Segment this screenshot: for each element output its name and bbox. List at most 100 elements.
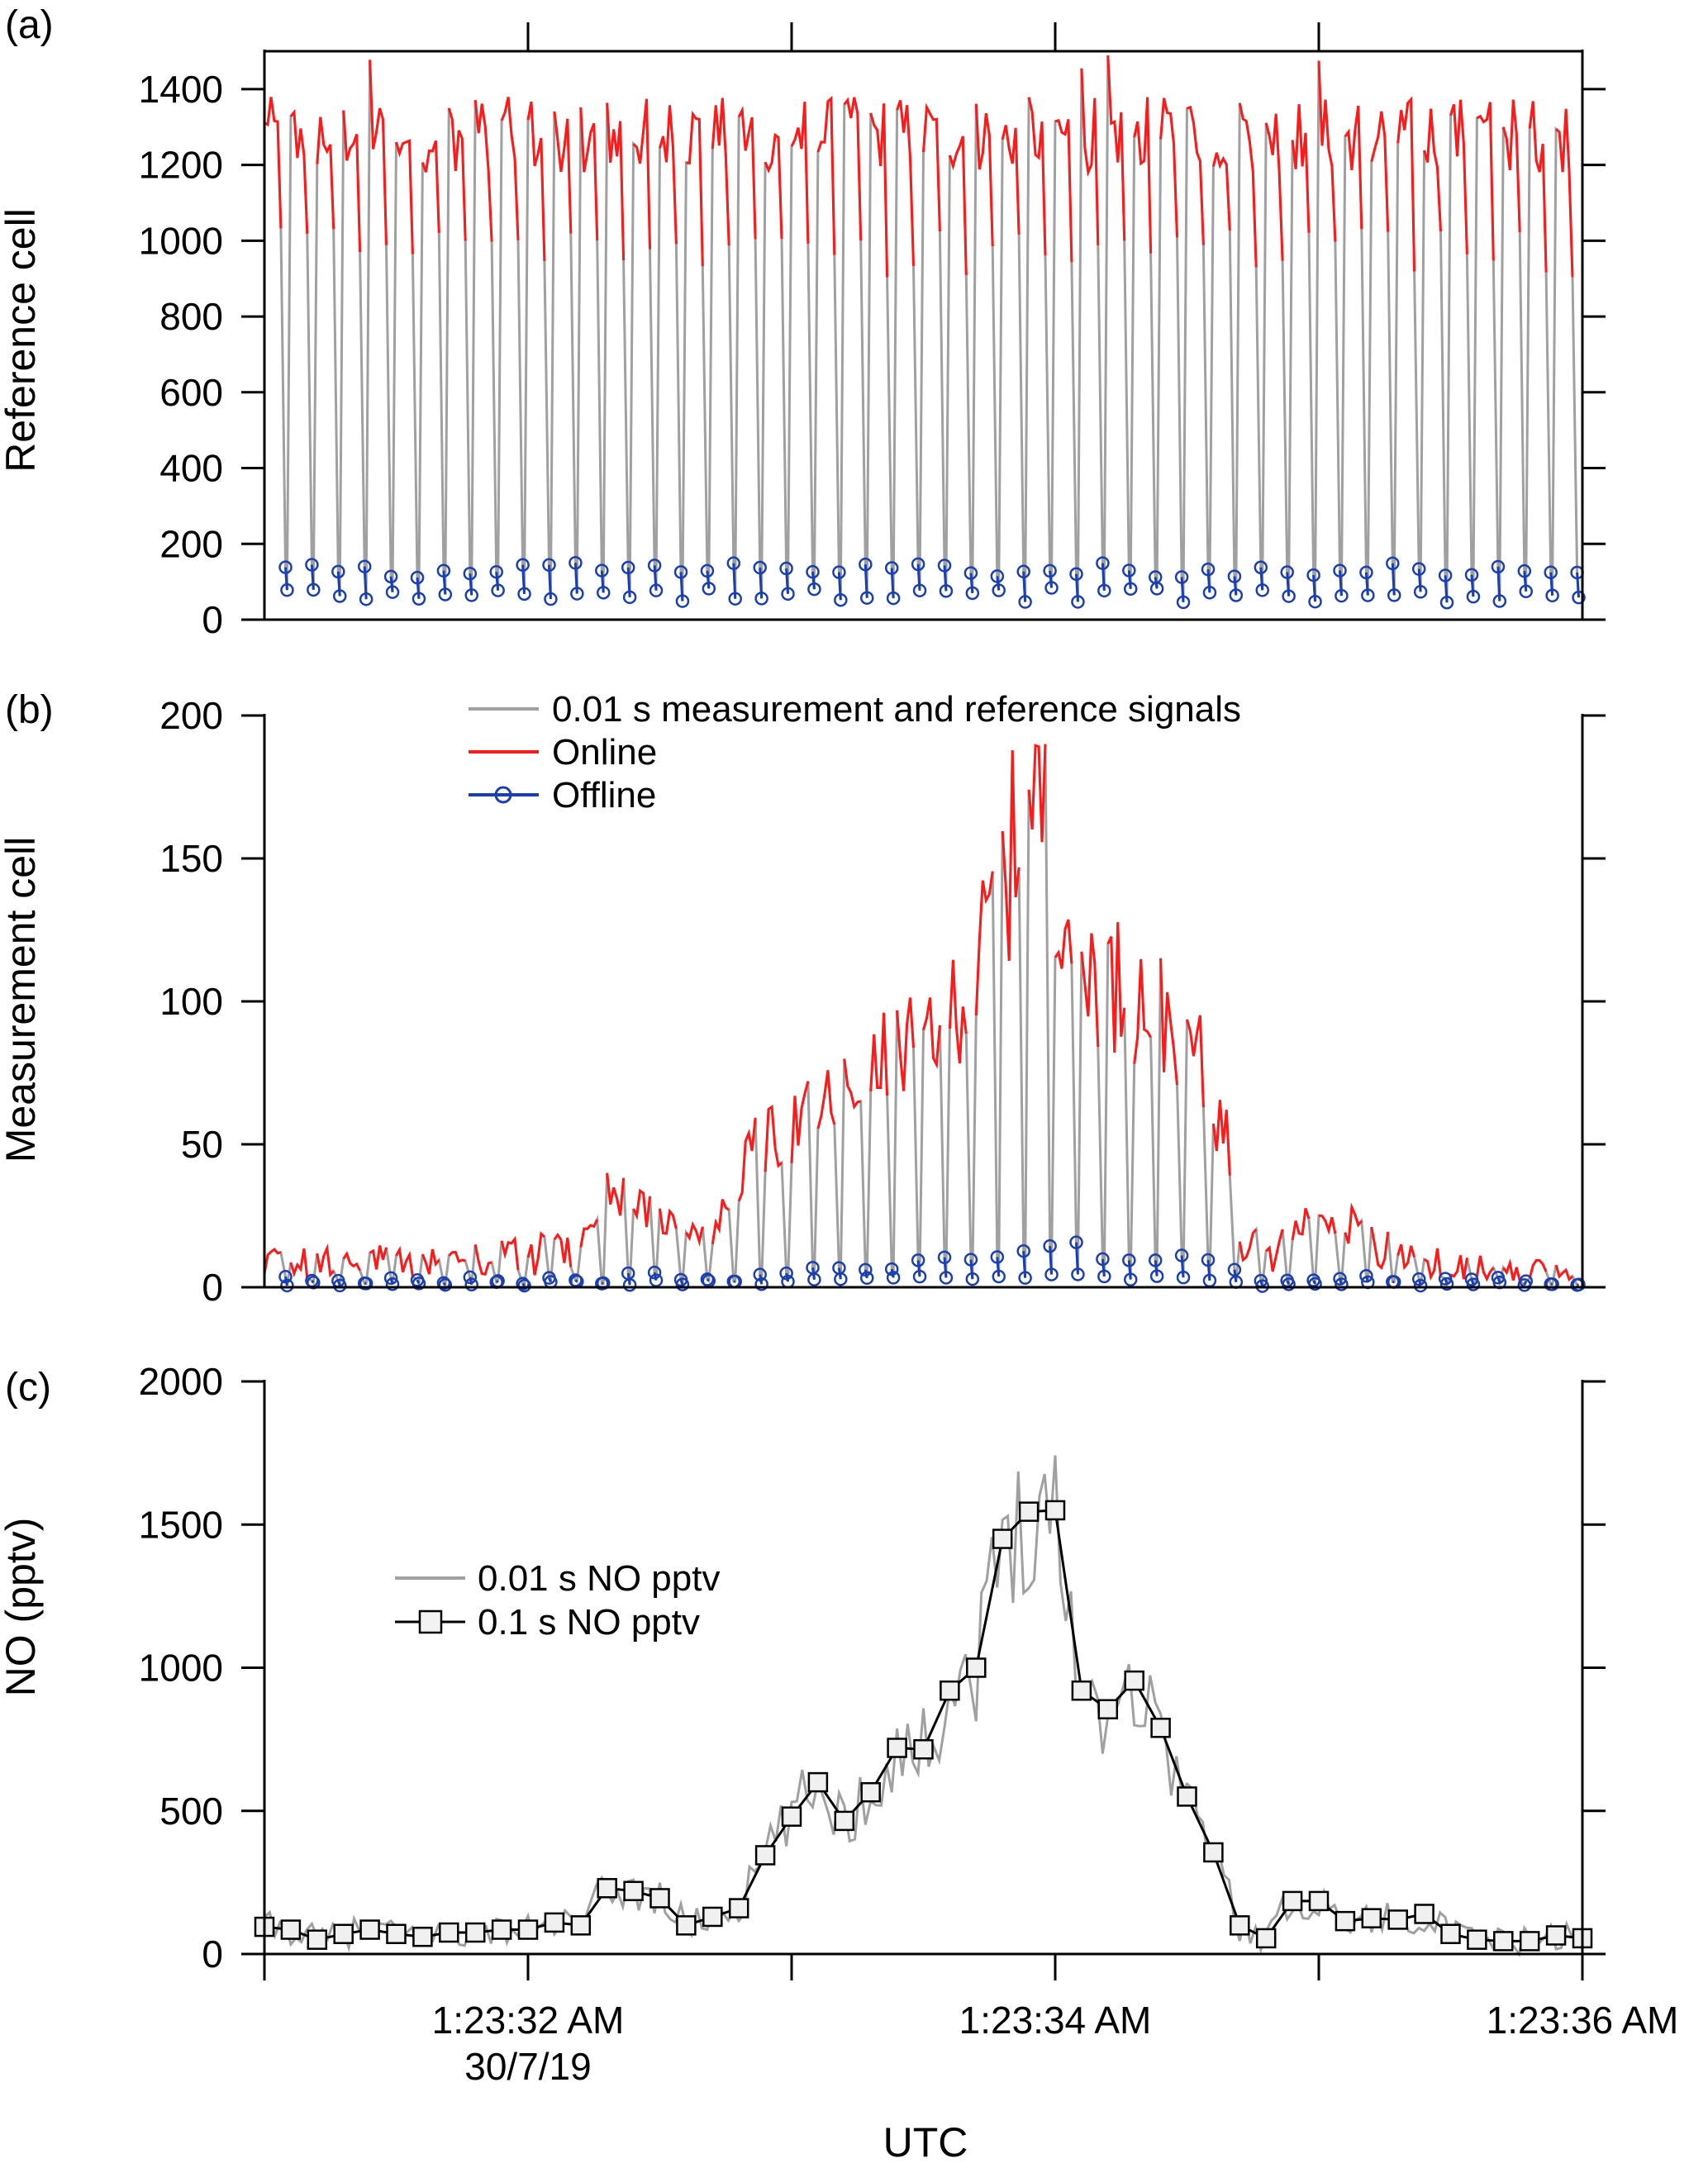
- offline-segment: [1286, 1280, 1291, 1286]
- no-avg-point: [1255, 1928, 1277, 1949]
- online-segment: [1291, 1208, 1311, 1241]
- offline-segment: [1286, 572, 1291, 597]
- online-segment: [1186, 1015, 1205, 1108]
- no-avg-point: [649, 1888, 670, 1909]
- panel-c-legend: 0.01 s NO pptv 0.1 s NO pptv: [395, 1558, 720, 1643]
- offline-point: [1043, 1239, 1057, 1253]
- online-segment: [395, 139, 414, 254]
- offline-segment: [811, 572, 816, 590]
- offline-segment: [521, 564, 526, 594]
- online-segment: [579, 107, 599, 241]
- offline-segment: [1364, 572, 1369, 596]
- offline-point: [438, 587, 453, 601]
- online-segment: [264, 97, 283, 229]
- offline-segment: [284, 1276, 288, 1286]
- online-segment: [1106, 55, 1126, 241]
- online-segment: [263, 1248, 282, 1274]
- offline-segment: [943, 1257, 948, 1278]
- offline-point: [412, 592, 426, 606]
- offline-segment: [601, 1281, 604, 1286]
- no-avg-point: [781, 1806, 802, 1827]
- online-segment: [421, 140, 440, 233]
- offline-point: [570, 587, 584, 601]
- offline-segment: [837, 572, 842, 601]
- no-avg-point: [333, 1923, 354, 1944]
- offline-point: [859, 1271, 874, 1286]
- offline-segment: [1259, 567, 1264, 591]
- no-avg-point: [1071, 1680, 1092, 1701]
- offline-point: [726, 556, 741, 570]
- offline-point: [1517, 563, 1532, 578]
- offline-point: [1308, 1277, 1322, 1291]
- offline-segment: [1127, 1260, 1132, 1280]
- online-segment: [1238, 1228, 1258, 1262]
- offline-segment: [653, 565, 658, 591]
- no-avg-point: [1361, 1908, 1382, 1928]
- offline-segment: [1444, 1278, 1449, 1285]
- offline-point: [1069, 567, 1083, 582]
- no-avg-point: [386, 1923, 407, 1944]
- no-avg-point: [491, 1919, 512, 1940]
- offline-point: [1229, 588, 1244, 602]
- online-segment: [342, 1251, 361, 1272]
- online-segment: [289, 108, 309, 235]
- offline-point: [834, 592, 848, 607]
- offline-point: [1439, 595, 1454, 610]
- offline-point: [517, 587, 531, 601]
- online-segment: [1475, 1255, 1495, 1282]
- offline-point: [1361, 588, 1375, 602]
- online-segment: [843, 97, 863, 241]
- legend-no-avg-label: 0.1 s NO pptv: [478, 1602, 700, 1643]
- offline-point: [280, 1278, 294, 1293]
- offline-point: [675, 1277, 690, 1291]
- panel-b: (b) 0 50 100 150 200 Measurement cell 0.01 s…: [0, 688, 1606, 1309]
- online-segment: [1396, 1243, 1416, 1271]
- y-tick-label: 200: [159, 694, 223, 737]
- offline-point: [911, 557, 925, 572]
- offline-point: [1044, 1267, 1059, 1281]
- offline-segment: [706, 1278, 710, 1282]
- offline-segment: [1470, 1279, 1475, 1286]
- online-segment: [869, 1012, 889, 1096]
- no-avg-point: [1493, 1931, 1514, 1952]
- no-avg-point: [1440, 1923, 1461, 1944]
- offline-point: [963, 1253, 978, 1267]
- online-segment: [1502, 1258, 1521, 1281]
- offline-point: [1096, 1252, 1110, 1267]
- online-segment: [342, 110, 362, 253]
- offline-segment: [336, 571, 341, 597]
- online-segment: [948, 959, 968, 1064]
- offline-point: [939, 584, 954, 598]
- offline-segment: [1206, 1259, 1211, 1281]
- panel-a-axes: 0 200 400 600 800 1000 1200 1400: [139, 22, 1606, 641]
- offline-segment: [1022, 1251, 1027, 1278]
- offline-point: [886, 1271, 901, 1285]
- online-segment: [711, 1199, 730, 1245]
- offline-point: [1123, 582, 1138, 596]
- online-segment: [448, 1251, 466, 1263]
- panel-b-axes: 0 50 100 150 200: [159, 694, 1606, 1309]
- y-tick-label: 500: [159, 1790, 223, 1833]
- no-avg-point: [1282, 1890, 1303, 1912]
- offline-point: [1149, 1269, 1164, 1283]
- offline-point: [779, 561, 793, 576]
- offline-segment: [310, 564, 315, 590]
- offline-point: [1018, 595, 1032, 609]
- no-avg-point: [807, 1771, 829, 1793]
- offline-point: [1386, 556, 1400, 571]
- offline-point: [884, 561, 899, 575]
- offline-point: [647, 1265, 662, 1280]
- online-segment: [579, 1219, 599, 1248]
- offline-point: [886, 591, 901, 606]
- online-segment: [369, 59, 388, 245]
- online-segment: [1186, 105, 1205, 245]
- panel-c-series: [254, 1455, 1593, 1958]
- offline-point: [1333, 563, 1347, 578]
- offline-segment: [1127, 570, 1132, 589]
- online-segment: [395, 1245, 414, 1277]
- offline-segment: [916, 1260, 921, 1277]
- offline-segment: [1444, 575, 1449, 603]
- online-segment: [974, 103, 994, 247]
- offline-segment: [1206, 569, 1211, 593]
- offline-segment: [1576, 572, 1581, 598]
